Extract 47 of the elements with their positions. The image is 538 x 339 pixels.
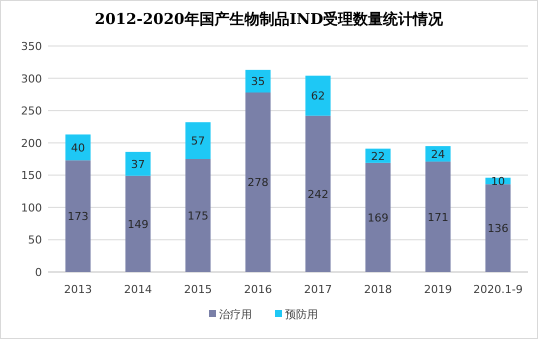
chart-title: 2012-2020年国产生物制品IND受理数量统计情况 <box>94 10 444 28</box>
data-label: 169 <box>368 211 388 224</box>
y-tick-label: 50 <box>28 234 42 247</box>
legend-label: 治疗用 <box>219 308 252 321</box>
y-tick-label: 300 <box>21 72 42 86</box>
data-label: 136 <box>488 222 508 236</box>
y-tick-label: 100 <box>21 201 42 214</box>
x-tick-label: 2018 <box>364 283 392 296</box>
bar <box>305 76 331 116</box>
x-tick-label: 2020.1-9 <box>473 283 523 296</box>
data-label: 175 <box>188 210 208 222</box>
bar <box>485 184 511 272</box>
bar <box>185 159 211 272</box>
bar <box>125 176 151 272</box>
bar <box>185 122 211 159</box>
data-label: 62 <box>311 90 325 103</box>
x-tick-label: 2016 <box>244 283 272 296</box>
data-label: 22 <box>371 150 385 163</box>
data-label: 35 <box>251 75 265 88</box>
x-tick-label: 2015 <box>184 283 212 296</box>
data-label: 37 <box>131 158 145 171</box>
bar <box>65 160 91 272</box>
data-label: 24 <box>431 148 445 161</box>
data-label: 149 <box>128 218 148 231</box>
x-tick-label: 2013 <box>64 283 92 296</box>
data-label: 242 <box>308 188 328 201</box>
y-tick-label: 250 <box>21 104 42 118</box>
bar <box>65 134 91 160</box>
data-label: 173 <box>68 210 88 224</box>
y-tick-label: 350 <box>21 40 42 53</box>
x-tick-label: 2019 <box>424 283 452 296</box>
y-tick-label: 200 <box>21 136 42 150</box>
x-tick-label: 2014 <box>124 283 152 296</box>
bar <box>305 116 331 272</box>
bar <box>125 152 151 176</box>
data-label: 171 <box>428 210 448 224</box>
y-tick-label: 150 <box>21 169 42 182</box>
data-label: 10 <box>491 174 505 188</box>
y-tick-label: 0 <box>35 266 42 279</box>
bar <box>365 162 391 272</box>
legend-label: 预防用 <box>285 308 318 321</box>
data-label: 40 <box>71 141 85 154</box>
bar <box>425 162 451 272</box>
data-label: 278 <box>248 176 268 190</box>
bar <box>245 92 271 272</box>
x-tick-label: 2017 <box>304 283 332 296</box>
data-label: 57 <box>191 134 205 148</box>
